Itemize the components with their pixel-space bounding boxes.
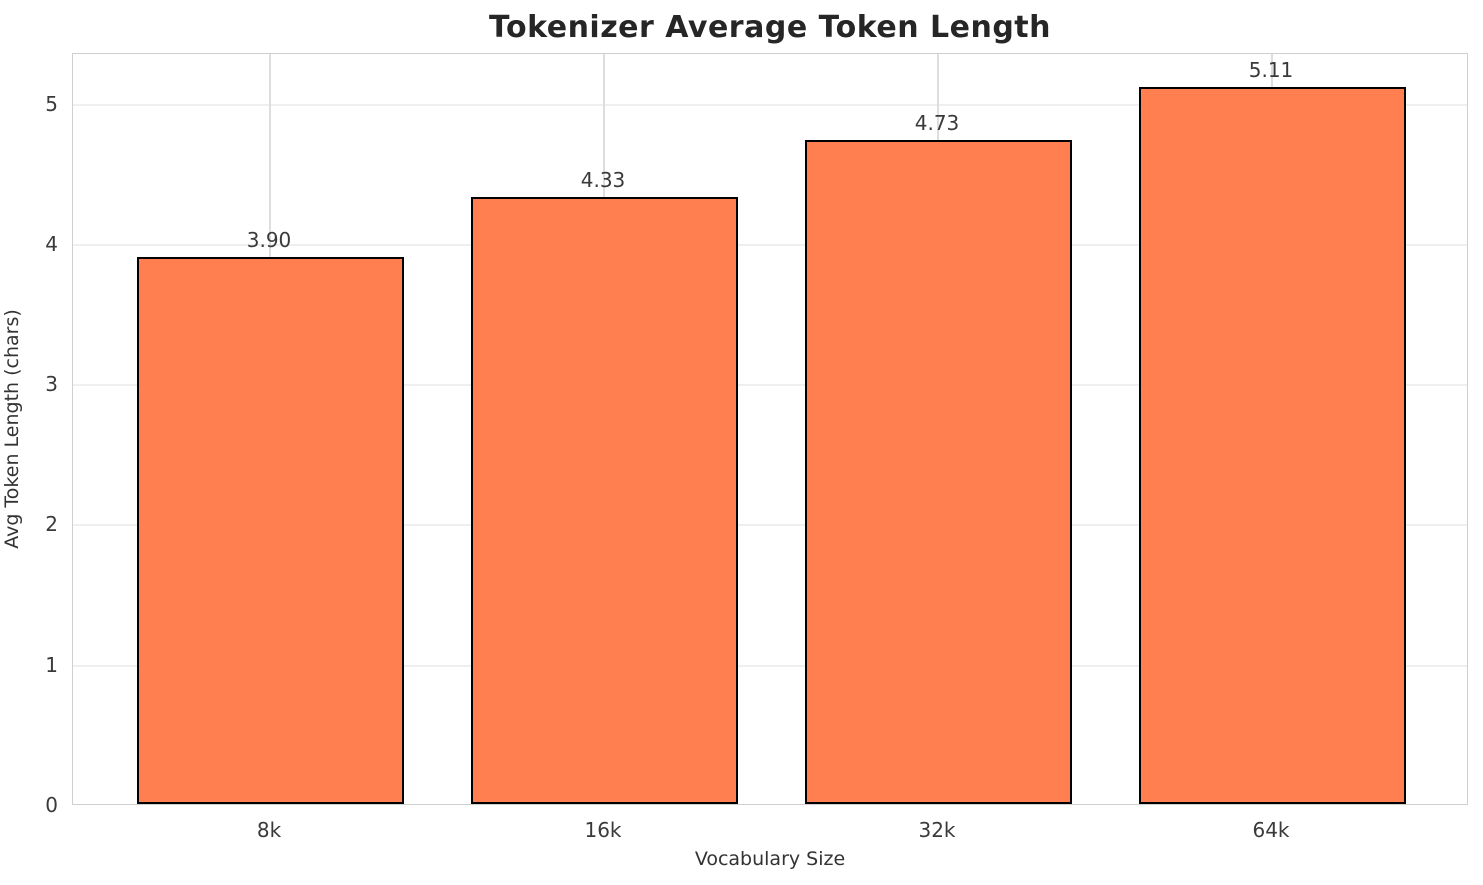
y-tick-label-2: 2 [45, 512, 58, 537]
gridline-y-1 [73, 664, 1467, 667]
gridline-y-5 [73, 103, 1467, 106]
bar-value-label-32k: 4.73 [914, 111, 960, 136]
y-axis-label: Avg Token Length (chars) [1, 309, 23, 549]
y-tick-label-0: 0 [45, 793, 58, 817]
y-tick-label-1: 1 [45, 652, 58, 677]
x-axis-label: Vocabulary Size [694, 848, 846, 870]
x-tick-label-64k: 64k [1252, 818, 1290, 842]
bar-64k [1138, 87, 1406, 804]
bar-value-label-8k: 3.90 [246, 227, 292, 252]
bar-value-label-16k: 4.33 [580, 167, 626, 192]
bar-32k [804, 140, 1072, 804]
x-tick-label-16k: 16k [584, 818, 622, 842]
plot-area [72, 53, 1468, 805]
x-tick-label-32k: 32k [918, 818, 956, 842]
gridline-y-3 [73, 384, 1467, 387]
x-tick-label-8k: 8k [256, 818, 282, 842]
y-tick-label-4: 4 [45, 231, 58, 256]
chart-title: Tokenizer Average Token Length [488, 10, 1051, 45]
bar-value-label-64k: 5.11 [1248, 58, 1294, 83]
y-tick-label-3: 3 [45, 372, 58, 397]
gridline-y-4 [73, 243, 1467, 246]
y-tick-label-5: 5 [45, 91, 58, 116]
gridline-y-2 [73, 524, 1467, 527]
bar-16k [470, 196, 738, 804]
bar-8k [136, 256, 404, 804]
